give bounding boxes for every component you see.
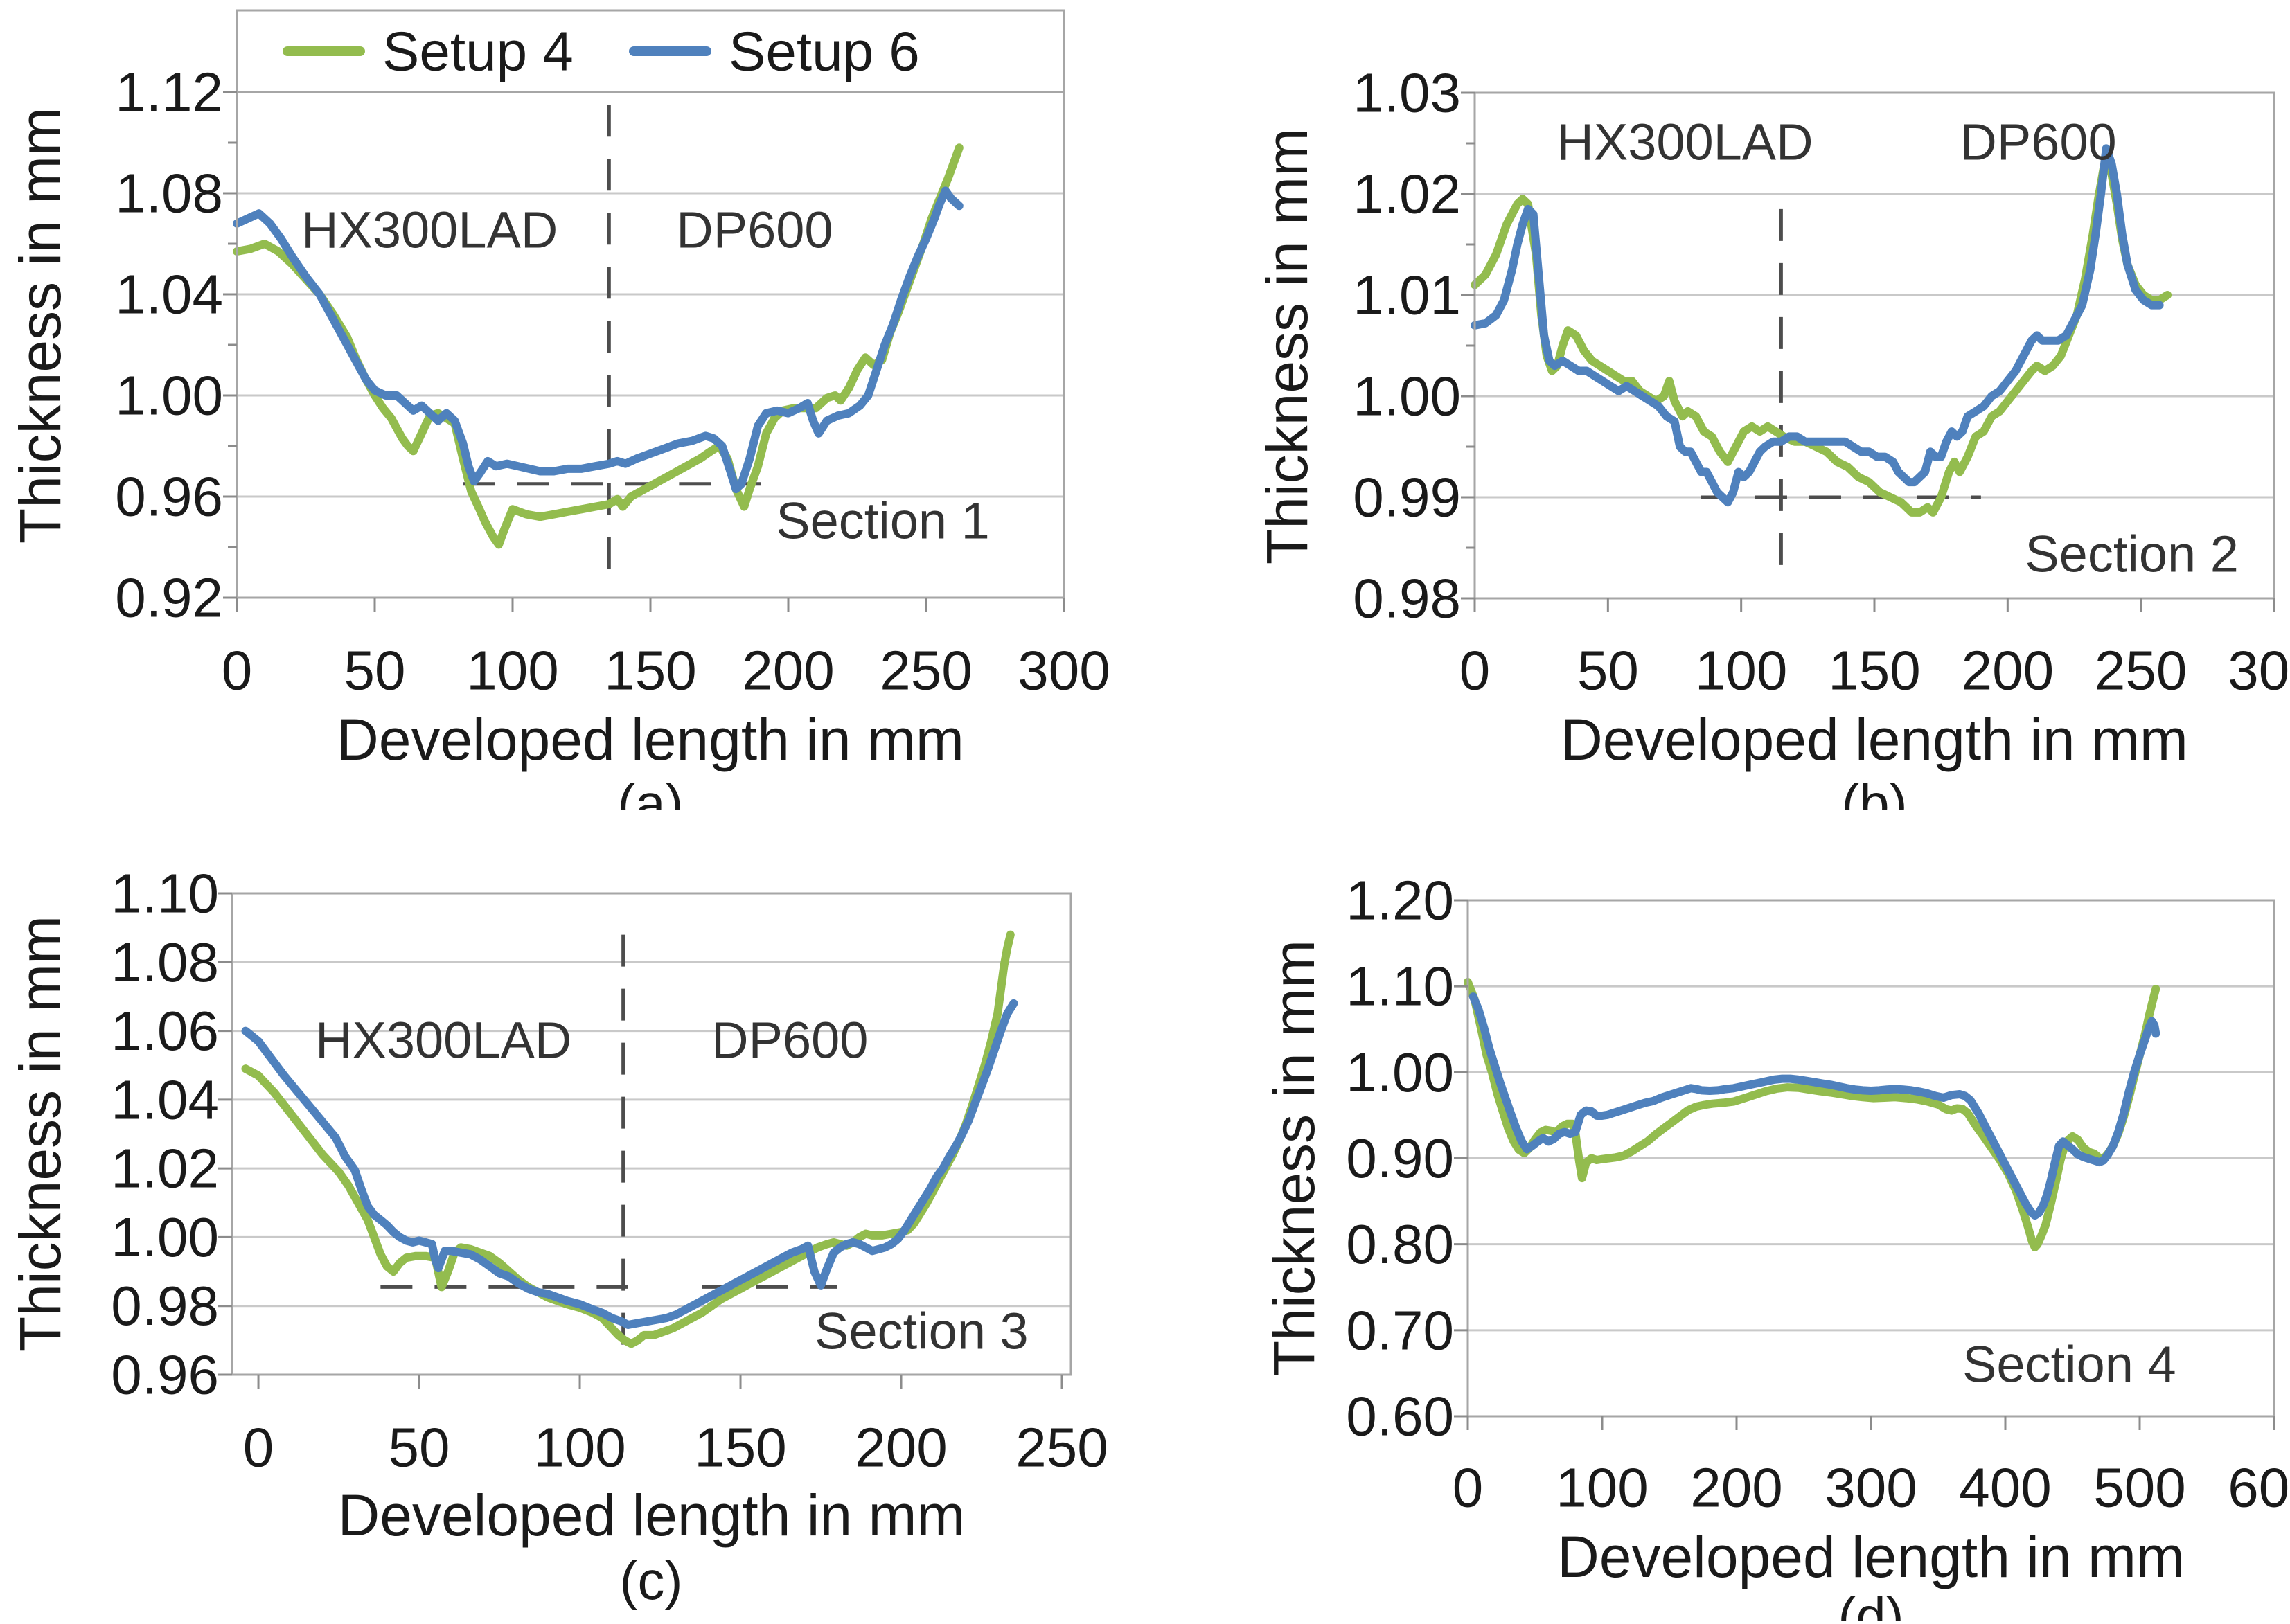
- x-tick-label: 100: [533, 1417, 625, 1479]
- x-tick-label: 100: [466, 640, 558, 702]
- y-tick-label: 1.00: [111, 1206, 219, 1268]
- y-tick-label: 0.96: [115, 466, 223, 528]
- y-tick-label: 1.12: [115, 62, 223, 123]
- chart-panel-a: 1.12 1.08 1.04 1.00 0.96 0.92 0 50 100 150 200 250 3…: [0, 0, 1145, 834]
- series-line-setup-6: [241, 999, 1018, 1329]
- x-tick-label: 50: [389, 1417, 450, 1479]
- chart-panel-b: 1.03 1.02 1.01 1.00 0.99 0.98 0 50 100 150 200 250 3…: [1145, 0, 2290, 835]
- y-axis-title: Thickness in mm: [1261, 940, 1326, 1376]
- y-tick-label: 0.96: [111, 1344, 219, 1406]
- series-line-setup-6: [1468, 992, 2160, 1220]
- x-tick-label: 200: [1962, 640, 2054, 702]
- material-label: HX300LAD: [315, 1012, 571, 1069]
- y-tick-label: 0.60: [1346, 1386, 1454, 1447]
- y-tick-label: 0.80: [1346, 1213, 1454, 1275]
- chart-a: 1.12 1.08 1.04 1.00 0.96 0.92 0 50 100 150 200 250 3…: [8, 9, 1110, 834]
- chart-panel-d: 1.20 1.10 1.00 0.90 0.80 0.70 0.60 0 100 200 300 40…: [1145, 810, 2290, 1624]
- material-label: DP600: [676, 202, 833, 259]
- x-tick-label: 500: [2093, 1457, 2185, 1519]
- series-line-setup-6: [1471, 144, 2164, 507]
- x-tick-label: 200: [855, 1417, 947, 1479]
- series-line-setup-4: [233, 143, 964, 549]
- y-tick-label: 1.00: [1353, 366, 1461, 427]
- y-tick-label: 1.03: [1353, 62, 1461, 124]
- x-tick-label: 150: [604, 640, 696, 702]
- x-tick-label: 0: [1453, 1457, 1484, 1519]
- material-label: DP600: [1960, 114, 2116, 171]
- x-axis-title: Developed length in mm: [1557, 1524, 2185, 1589]
- x-tick-label: 200: [742, 640, 834, 702]
- chart-c: 1.101.08 1.06 1.04 1.02 1.00 0.98 0.96 0 50 100 15…: [8, 863, 1108, 1612]
- x-tick-label: 150: [1828, 640, 1920, 702]
- x-tick-label: 0: [222, 640, 253, 702]
- x-axis-title: Developed length in mm: [1561, 707, 2188, 772]
- y-axis-title: Thickness in mm: [8, 916, 73, 1352]
- x-tick-label: 300: [1018, 640, 1110, 702]
- x-tick-label: 100: [1556, 1457, 1648, 1519]
- material-label: HX300LAD: [301, 202, 558, 259]
- x-tick-label: 250: [1015, 1417, 1108, 1479]
- y-tick-label: 0.92: [115, 567, 223, 629]
- chart-d: 1.20 1.10 1.00 0.90 0.80 0.70 0.60 0 100 200 300 40…: [1261, 870, 2290, 1624]
- plot-border: [231, 892, 1072, 1376]
- y-tick-label: 0.98: [1353, 568, 1461, 630]
- x-tick-label: 250: [2095, 640, 2187, 702]
- x-tick-label: 200: [1690, 1457, 1782, 1519]
- y-tick-label: 0.98: [111, 1275, 219, 1337]
- x-axis-title: Developed length in mm: [337, 707, 964, 772]
- material-label: DP600: [711, 1012, 868, 1069]
- legend-label-setup6: Setup 6: [729, 21, 920, 82]
- y-tick-label: 0.70: [1346, 1299, 1454, 1361]
- x-tick-label: 150: [694, 1417, 786, 1479]
- x-tick-label: 300: [1825, 1457, 1917, 1519]
- chart-b: 1.03 1.02 1.01 1.00 0.99 0.98 0 50 100 150 200 250 3…: [1254, 62, 2290, 835]
- y-tick-label: 1.00: [1346, 1042, 1454, 1103]
- x-tick-label: 100: [1695, 640, 1787, 702]
- x-tick-label: 0: [1459, 640, 1491, 702]
- x-tick-label: 300: [2228, 640, 2290, 702]
- x-tick-label: 250: [880, 640, 972, 702]
- x-tick-label: 50: [1577, 640, 1639, 702]
- y-tick-label: 0.99: [1353, 467, 1461, 528]
- legend-label-setup4: Setup 4: [382, 21, 574, 82]
- y-tick-label: 1.02: [1353, 163, 1461, 225]
- x-axis-title: Developed length in mm: [338, 1483, 966, 1548]
- panel-caption: (b): [1841, 773, 1907, 810]
- panel-caption: (a): [617, 773, 683, 810]
- y-tick-label: 1.08: [111, 931, 219, 993]
- chart-panel-c: 1.10 1.08 1.06 1.04 1.02 1.00 0.98 0.96 0 50 100 15…: [0, 810, 1145, 1621]
- y-axis-title: Thickness in mm: [8, 107, 73, 544]
- series-line-setup-4: [241, 930, 1015, 1348]
- y-tick-label: 1.06: [111, 1000, 219, 1062]
- x-tick-label: 0: [243, 1417, 274, 1479]
- series-line-setup-4: [1464, 978, 2160, 1251]
- panel-caption: (d): [1838, 1586, 1903, 1621]
- y-tick-label: 1.04: [111, 1069, 219, 1130]
- section-label: Section 3: [815, 1303, 1029, 1360]
- y-tick-label: 1.04: [115, 264, 223, 325]
- y-axis-title: Thickness in mm: [1254, 128, 1320, 564]
- y-tick-label: 1.10: [111, 863, 219, 925]
- y-tick-label: 0.90: [1346, 1127, 1454, 1189]
- panel-caption: (c): [620, 1550, 683, 1611]
- section-label: Section 2: [2025, 526, 2239, 583]
- y-tick-label: 1.02: [111, 1138, 219, 1199]
- y-tick-label: 1.01: [1353, 265, 1461, 326]
- section-label: Section 4: [1962, 1336, 2176, 1393]
- legend: Setup 4 Setup 6: [283, 21, 920, 82]
- y-tick-label: 1.20: [1346, 870, 1454, 931]
- x-tick-label: 50: [344, 640, 406, 702]
- x-tick-label: 600: [2228, 1457, 2290, 1519]
- material-label: HX300LAD: [1556, 114, 1813, 171]
- section-label: Section 1: [776, 492, 990, 550]
- y-tick-label: 1.08: [115, 163, 223, 224]
- y-tick-label: 1.10: [1346, 956, 1454, 1017]
- y-tick-label: 1.00: [115, 365, 223, 427]
- x-tick-label: 400: [1959, 1457, 2051, 1519]
- series-line-setup-6: [233, 186, 964, 494]
